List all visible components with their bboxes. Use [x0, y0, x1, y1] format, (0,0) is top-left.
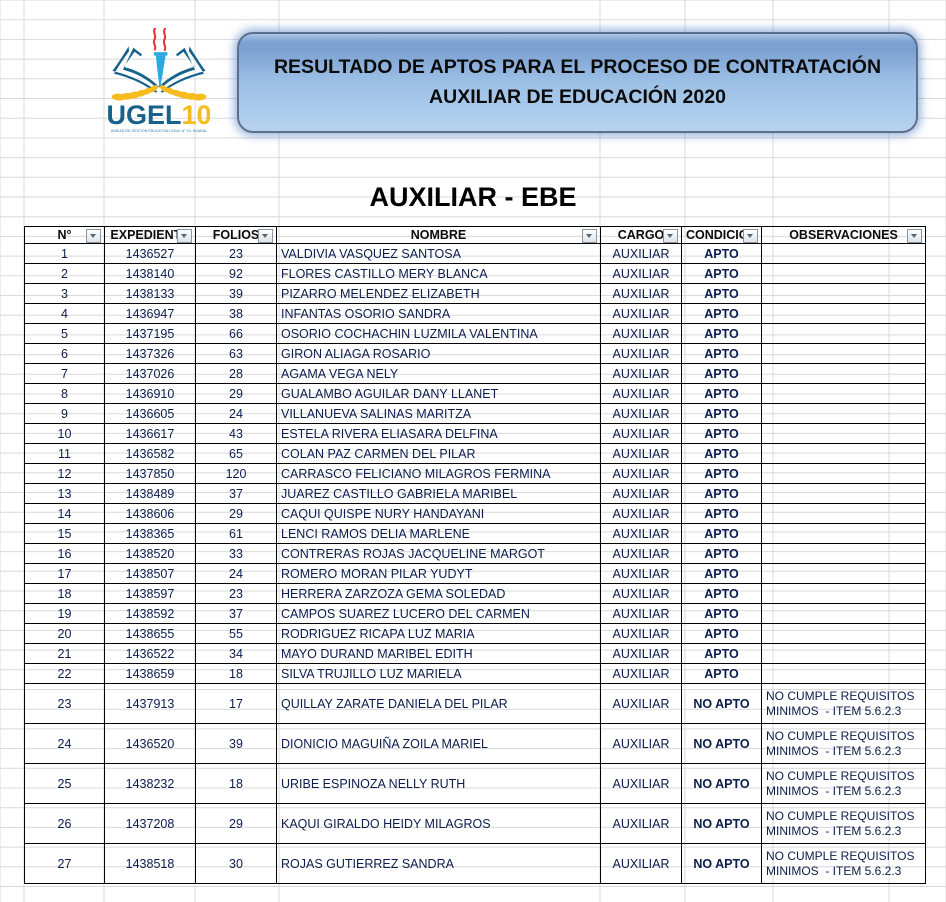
svg-text:UNIDAD DE GESTION EDUCATIVA LO: UNIDAD DE GESTION EDUCATIVA LOCAL N° 10-… — [111, 129, 207, 133]
svg-text:UGEL10: UGEL10 — [108, 100, 210, 130]
